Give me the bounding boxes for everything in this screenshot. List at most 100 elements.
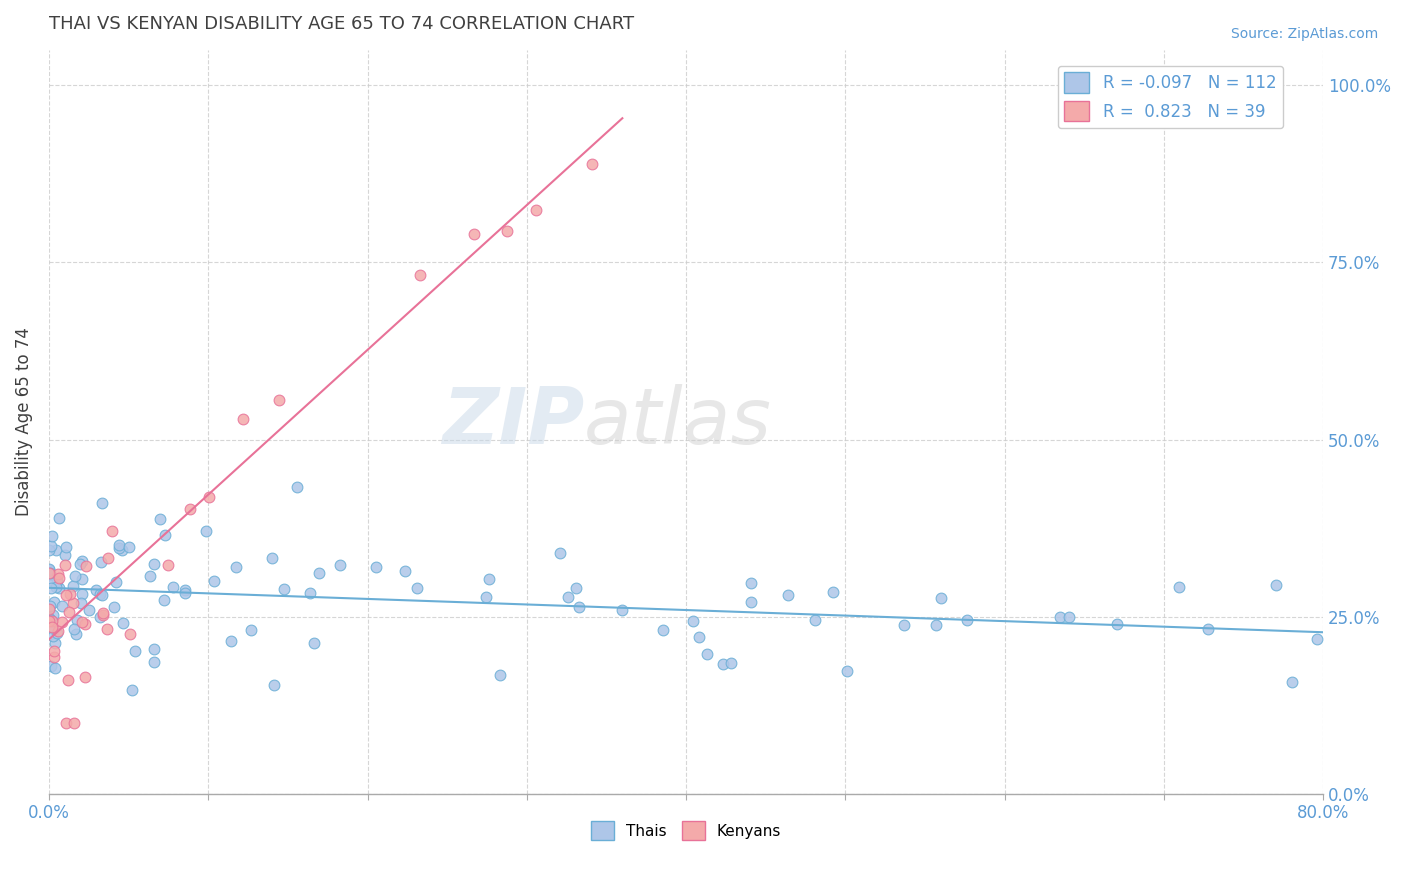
Point [823, 584, 845, 599]
Point [1281, 675, 1303, 690]
Point [58, 605, 80, 619]
Point [409, 268, 432, 283]
Text: Source: ZipAtlas.com: Source: ZipAtlas.com [1230, 27, 1378, 41]
Point [174, 585, 197, 599]
Point [69, 557, 91, 571]
Point [75, 670, 97, 684]
Point [62, 579, 84, 593]
Point [39, 566, 62, 580]
Point [273, 582, 295, 596]
Point [70, 596, 93, 610]
Point [143, 557, 166, 571]
Point [63, 569, 86, 583]
Point [364, 560, 387, 574]
Point [156, 558, 179, 573]
Point [240, 623, 263, 637]
Point [263, 678, 285, 692]
Text: THAI VS KENYAN DISABILITY AGE 65 TO 74 CORRELATION CHART: THAI VS KENYAN DISABILITY AGE 65 TO 74 C… [49, 15, 634, 33]
Point [1049, 610, 1071, 624]
Point [143, 656, 166, 670]
Point [90, 588, 112, 602]
Point [302, 636, 325, 650]
Point [496, 223, 519, 237]
Point [179, 502, 201, 516]
Point [90, 555, 112, 569]
Point [581, 157, 603, 171]
Point [48, 581, 70, 595]
Point [267, 393, 290, 408]
Point [45, 574, 67, 588]
Point [143, 642, 166, 657]
Point [38, 611, 60, 625]
Point [46, 624, 69, 638]
Point [105, 574, 128, 589]
Point [835, 664, 858, 678]
Point [41, 608, 63, 623]
Point [149, 512, 172, 526]
Point [221, 634, 243, 648]
Point [117, 540, 139, 554]
Point [62, 596, 84, 610]
Point [688, 630, 710, 644]
Point [262, 550, 284, 565]
Point [225, 560, 247, 574]
Point [1168, 580, 1191, 594]
Point [66, 613, 89, 627]
Point [232, 412, 254, 426]
Point [38, 566, 60, 580]
Point [1059, 610, 1081, 624]
Point [740, 576, 762, 591]
Point [41, 620, 63, 634]
Point [1197, 622, 1219, 636]
Text: atlas: atlas [583, 384, 772, 460]
Point [152, 593, 174, 607]
Point [682, 614, 704, 628]
Point [45, 580, 67, 594]
Point [405, 581, 427, 595]
Point [474, 590, 496, 604]
Point [55, 540, 77, 554]
Point [610, 603, 633, 617]
Point [53, 558, 76, 573]
Point [48, 567, 70, 582]
Point [478, 572, 501, 586]
Point [89, 609, 111, 624]
Point [489, 668, 512, 682]
Point [202, 574, 225, 588]
Point [51, 615, 73, 629]
Point [652, 624, 675, 638]
Point [956, 613, 979, 627]
Point [711, 657, 734, 672]
Point [101, 524, 124, 538]
Point [91, 496, 114, 510]
Point [696, 647, 718, 661]
Point [38, 601, 60, 615]
Point [39, 613, 62, 627]
Point [53, 548, 76, 562]
Point [51, 599, 73, 614]
Point [77, 603, 100, 617]
Point [59, 587, 82, 601]
Point [89, 586, 111, 600]
Point [1265, 578, 1288, 592]
Point [75, 617, 97, 632]
Point [48, 511, 70, 525]
Point [108, 541, 131, 555]
Point [63, 623, 86, 637]
Point [1107, 617, 1129, 632]
Point [111, 616, 134, 631]
Point [63, 716, 86, 731]
Point [720, 656, 742, 670]
Point [65, 627, 87, 641]
Point [308, 566, 330, 581]
Point [120, 627, 142, 641]
Legend: Thais, Kenyans: Thais, Kenyans [585, 815, 787, 846]
Point [893, 618, 915, 632]
Point [548, 546, 571, 560]
Point [925, 617, 948, 632]
Point [44, 660, 66, 674]
Point [91, 607, 114, 622]
Point [39, 539, 62, 553]
Point [124, 644, 146, 658]
Point [778, 587, 800, 601]
